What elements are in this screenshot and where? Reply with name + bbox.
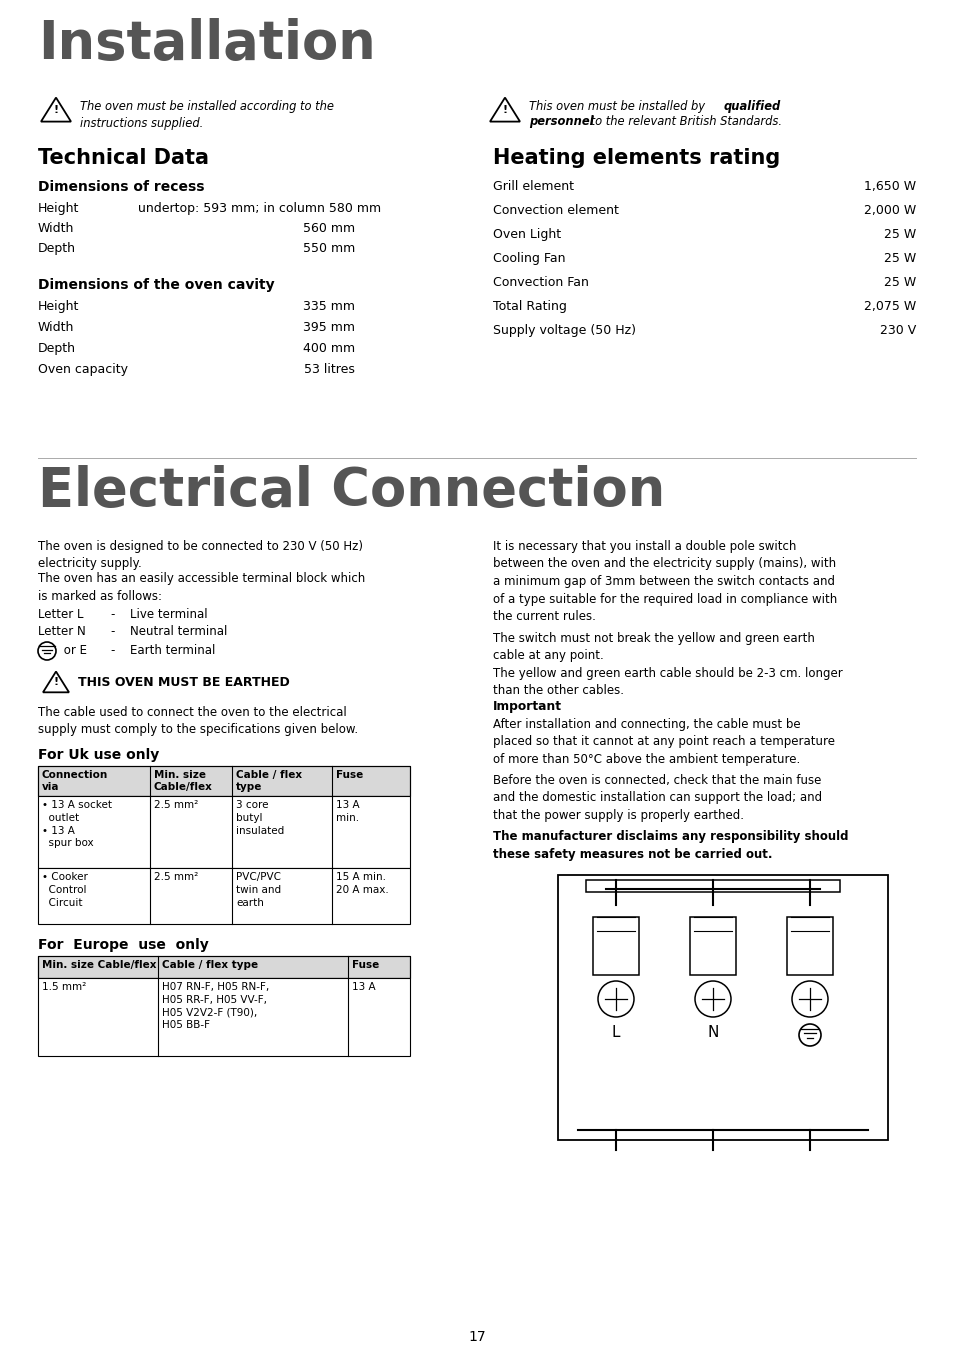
Bar [786, 917, 832, 975]
Text: 25 W: 25 W [882, 276, 915, 289]
Text: 13 A: 13 A [352, 982, 375, 992]
Text: 15 A min.
20 A max.: 15 A min. 20 A max. [335, 871, 388, 894]
Text: The oven has an easily accessible terminal block which
is marked as follows:: The oven has an easily accessible termin… [38, 571, 365, 603]
Text: 400 mm: 400 mm [302, 342, 355, 355]
Text: Before the oven is connected, check that the main fuse
and the domestic installa: Before the oven is connected, check that… [493, 774, 821, 821]
Text: qualified: qualified [723, 100, 781, 113]
Text: 550 mm: 550 mm [302, 242, 355, 255]
Text: 335 mm: 335 mm [303, 300, 355, 313]
Text: Cable / flex
type: Cable / flex type [235, 770, 302, 793]
Text: Fuse: Fuse [335, 770, 363, 780]
Bar [38, 766, 410, 796]
Text: !: ! [502, 105, 507, 115]
Text: !: ! [53, 105, 58, 115]
Text: 13 A
min.: 13 A min. [335, 800, 359, 823]
Text: or E: or E [60, 644, 87, 657]
Bar [38, 957, 410, 978]
Bar [38, 957, 410, 978]
Text: Fuse: Fuse [352, 961, 379, 970]
Text: 395 mm: 395 mm [303, 322, 355, 334]
Text: The manufacturer disclaims any responsibility should
these safety measures not b: The manufacturer disclaims any responsib… [493, 830, 847, 861]
Text: 3 core
butyl
insulated: 3 core butyl insulated [235, 800, 284, 836]
Text: • 13 A socket
  outlet
• 13 A
  spur box: • 13 A socket outlet • 13 A spur box [42, 800, 112, 848]
Text: Min. size Cable/flex: Min. size Cable/flex [42, 961, 156, 970]
Text: The cable used to connect the oven to the electrical
supply must comply to the s: The cable used to connect the oven to th… [38, 707, 357, 736]
Text: 2,075 W: 2,075 W [862, 300, 915, 313]
Bar [38, 978, 410, 1056]
Text: This oven must be installed by: This oven must be installed by [529, 100, 708, 113]
Bar [593, 917, 639, 975]
Text: 1.5 mm²: 1.5 mm² [42, 982, 86, 992]
Text: 17: 17 [468, 1329, 485, 1344]
Text: Letter N: Letter N [38, 626, 86, 638]
Text: Dimensions of the oven cavity: Dimensions of the oven cavity [38, 278, 274, 292]
Text: Depth: Depth [38, 342, 76, 355]
Text: Depth: Depth [38, 242, 76, 255]
Text: personnel: personnel [529, 115, 593, 128]
Text: H07 RN-F, H05 RN-F,
H05 RR-F, H05 VV-F,
H05 V2V2-F (T90),
H05 BB-F: H07 RN-F, H05 RN-F, H05 RR-F, H05 VV-F, … [162, 982, 269, 1031]
Text: Width: Width [38, 322, 74, 334]
Text: Cable / flex type: Cable / flex type [162, 961, 258, 970]
Text: N: N [706, 1025, 718, 1040]
Text: 25 W: 25 W [882, 253, 915, 265]
Text: 2.5 mm²: 2.5 mm² [153, 871, 198, 882]
Text: Oven Light: Oven Light [493, 228, 560, 240]
Text: Total Rating: Total Rating [493, 300, 566, 313]
Text: Heating elements rating: Heating elements rating [493, 149, 780, 168]
Text: Width: Width [38, 222, 74, 235]
Text: to the relevant British Standards.: to the relevant British Standards. [586, 115, 781, 128]
Text: Height: Height [38, 203, 79, 215]
Text: Important: Important [493, 700, 561, 713]
Text: 2,000 W: 2,000 W [862, 204, 915, 218]
Text: -: - [110, 644, 114, 657]
Text: undertop: 593 mm; in column 580 mm: undertop: 593 mm; in column 580 mm [138, 203, 381, 215]
Text: It is necessary that you install a double pole switch
between the oven and the e: It is necessary that you install a doubl… [493, 540, 837, 623]
Text: Neutral terminal: Neutral terminal [130, 626, 227, 638]
Text: Connection
via: Connection via [42, 770, 108, 793]
Text: -: - [110, 626, 114, 638]
Text: Letter L: Letter L [38, 608, 84, 621]
Text: THIS OVEN MUST BE EARTHED: THIS OVEN MUST BE EARTHED [78, 676, 290, 689]
Text: 25 W: 25 W [882, 228, 915, 240]
Bar [585, 880, 840, 892]
Text: Electrical Connection: Electrical Connection [38, 465, 664, 517]
Text: The oven must be installed according to the
instructions supplied.: The oven must be installed according to … [80, 100, 334, 130]
Text: For  Europe  use  only: For Europe use only [38, 938, 209, 952]
Text: PVC/PVC
twin and
earth: PVC/PVC twin and earth [235, 871, 281, 908]
Bar [38, 867, 410, 924]
Text: For Uk use only: For Uk use only [38, 748, 159, 762]
Bar [38, 766, 410, 796]
Bar [689, 917, 735, 975]
Text: Height: Height [38, 300, 79, 313]
Bar [38, 796, 410, 867]
Text: Convection element: Convection element [493, 204, 618, 218]
Text: The switch must not break the yellow and green earth
cable at any point.
The yel: The switch must not break the yellow and… [493, 632, 841, 697]
Text: 560 mm: 560 mm [302, 222, 355, 235]
Text: 230 V: 230 V [879, 324, 915, 336]
Text: 53 litres: 53 litres [304, 363, 355, 376]
Text: Cooling Fan: Cooling Fan [493, 253, 565, 265]
Text: -: - [110, 608, 114, 621]
Text: Supply voltage (50 Hz): Supply voltage (50 Hz) [493, 324, 636, 336]
Text: Installation: Installation [38, 18, 375, 70]
Text: Oven capacity: Oven capacity [38, 363, 128, 376]
Text: The oven is designed to be connected to 230 V (50 Hz)
electricity supply.: The oven is designed to be connected to … [38, 540, 363, 570]
Text: 1,650 W: 1,650 W [863, 180, 915, 193]
Text: • Cooker
  Control
  Circuit: • Cooker Control Circuit [42, 871, 88, 908]
Text: Min. size
Cable/flex: Min. size Cable/flex [153, 770, 213, 793]
Text: 2.5 mm²: 2.5 mm² [153, 800, 198, 811]
Text: !: ! [53, 677, 58, 688]
Text: L: L [611, 1025, 619, 1040]
Text: Convection Fan: Convection Fan [493, 276, 588, 289]
Text: Earth terminal: Earth terminal [130, 644, 215, 657]
Text: Live terminal: Live terminal [130, 608, 208, 621]
Bar [558, 875, 887, 1140]
Text: After installation and connecting, the cable must be
placed so that it cannot at: After installation and connecting, the c… [493, 717, 834, 766]
Text: Grill element: Grill element [493, 180, 574, 193]
Text: Technical Data: Technical Data [38, 149, 209, 168]
Text: Dimensions of recess: Dimensions of recess [38, 180, 204, 195]
